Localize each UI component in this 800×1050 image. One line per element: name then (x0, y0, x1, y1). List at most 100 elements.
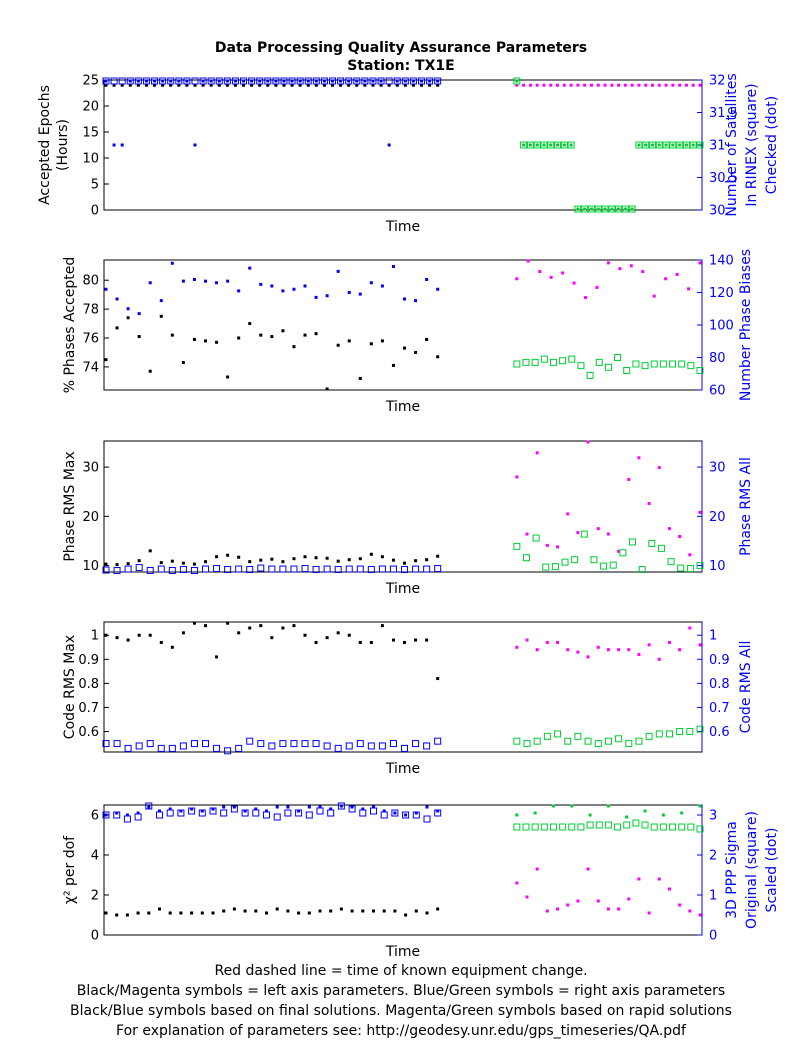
data-point-dot (211, 807, 215, 811)
data-point-dot (515, 645, 519, 649)
data-point-dot (687, 287, 691, 291)
data-point-dot (290, 79, 294, 83)
data-point-dot (391, 558, 395, 562)
data-point-dot (248, 322, 252, 326)
data-point-square (434, 77, 442, 85)
data-point-dot (667, 887, 671, 891)
y-axis-label: Phase RMS Max (62, 451, 78, 561)
data-point-dot (428, 83, 432, 87)
data-point-dot (603, 207, 607, 211)
data-point-square (272, 77, 280, 85)
data-point-square (619, 549, 627, 557)
data-point-dot (322, 83, 326, 87)
data-point-square (696, 141, 704, 149)
data-point-square (126, 77, 134, 85)
data-point-dot (232, 907, 236, 911)
data-point-dot (248, 626, 252, 630)
data-point-dot (425, 911, 429, 915)
data-point-square (345, 77, 353, 85)
data-point-dot (436, 79, 440, 83)
data-point-dot (556, 907, 560, 911)
data-point-square (645, 732, 653, 740)
data-point-dot (391, 638, 395, 642)
data-point-square (522, 554, 530, 562)
data-point-dot (371, 909, 375, 913)
data-point-dot (298, 79, 302, 83)
data-point-square (609, 561, 617, 569)
data-point-dot (325, 556, 329, 560)
data-point-dot (428, 79, 432, 83)
data-point-dot (545, 909, 549, 913)
data-point-square (135, 742, 143, 750)
data-point-dot (617, 907, 621, 911)
data-point-dot (414, 909, 418, 913)
data-point-dot (586, 867, 590, 871)
data-point-dot (237, 555, 241, 559)
data-point-dot (684, 83, 688, 87)
data-point-square (513, 542, 521, 550)
y2-axis-label: Checked (dot) (764, 96, 780, 194)
data-point-dot (651, 143, 655, 147)
data-point-dot (259, 624, 263, 628)
data-point-dot (318, 909, 322, 913)
data-point-square (676, 141, 684, 149)
data-point-dot (556, 143, 560, 147)
data-point-square (621, 205, 629, 213)
data-point-square (594, 740, 602, 748)
data-point-dot (361, 807, 365, 811)
data-point-dot (314, 79, 318, 83)
y-tick-label: 6 (91, 809, 99, 824)
data-point-square (296, 77, 304, 85)
data-point-dot (104, 358, 108, 362)
data-point-dot (549, 83, 553, 87)
data-point-square (533, 141, 541, 149)
data-point-dot (562, 83, 566, 87)
data-point-dot (168, 911, 172, 915)
panel-5: 0 2 4 6 0 1 2 3 Time χ² per dof 3D PPP Sigma Origin… (62, 802, 780, 960)
data-point-dot (522, 83, 526, 87)
data-point-dot (361, 909, 365, 913)
data-point-square (305, 811, 313, 819)
data-point-dot (148, 549, 152, 553)
data-point-square (252, 809, 260, 817)
data-point-dot (281, 560, 285, 564)
data-point-dot (226, 621, 230, 625)
data-point-square (361, 77, 369, 85)
data-point-square (320, 77, 328, 85)
data-point-dot (307, 911, 311, 915)
data-point-square (378, 565, 386, 573)
data-point-square (615, 735, 623, 743)
data-point-square (123, 815, 131, 823)
data-point-square (696, 562, 704, 570)
data-point-dot (680, 811, 684, 815)
data-point-dot (144, 79, 148, 83)
data-point-dot (292, 557, 296, 561)
y2-tick-label: 0.8 (709, 677, 730, 692)
data-point-dot (667, 640, 671, 644)
data-point-square (677, 564, 685, 572)
y2-axis-label: Number Phase Biases (738, 249, 754, 401)
data-point-dot (395, 79, 399, 83)
data-point-square (687, 362, 695, 370)
data-point-dot (371, 79, 375, 83)
data-point-dot (115, 297, 119, 301)
data-point-dot (270, 636, 274, 640)
data-point-dot (350, 909, 354, 913)
data-point-dot (551, 804, 555, 808)
data-point-dot (647, 911, 651, 915)
data-point-square (304, 77, 312, 85)
data-point-dot (159, 640, 163, 644)
data-point-square (175, 77, 183, 85)
data-point-dot (637, 653, 641, 656)
y2-axis-label: Phase RMS All (738, 457, 754, 556)
data-point-square (231, 77, 239, 85)
data-point-dot (248, 560, 252, 564)
data-point-dot (525, 638, 529, 642)
data-point-dot (192, 278, 196, 281)
data-point-dot (237, 631, 241, 635)
data-point-dot (104, 562, 108, 566)
data-point-square (547, 141, 555, 149)
data-point-square (102, 77, 110, 85)
data-point-dot (387, 143, 391, 147)
